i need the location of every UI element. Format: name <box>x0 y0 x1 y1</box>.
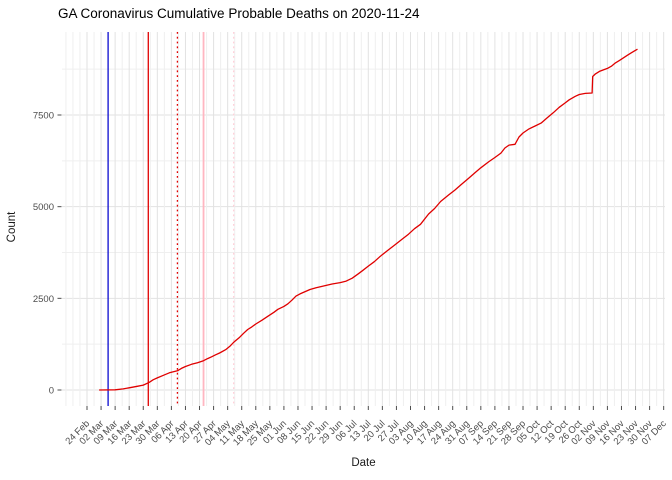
y-tick-label: 2500 <box>33 294 54 305</box>
y-tick-label: 5000 <box>33 202 54 213</box>
x-axis-title: Date <box>351 457 375 469</box>
y-tick-label: 0 <box>49 386 54 397</box>
y-axis-title: Count <box>6 211 18 242</box>
chart-title: GA Coronavirus Cumulative Probable Death… <box>58 6 420 21</box>
y-tick-label: 7500 <box>33 111 54 122</box>
deaths-line <box>99 48 638 391</box>
